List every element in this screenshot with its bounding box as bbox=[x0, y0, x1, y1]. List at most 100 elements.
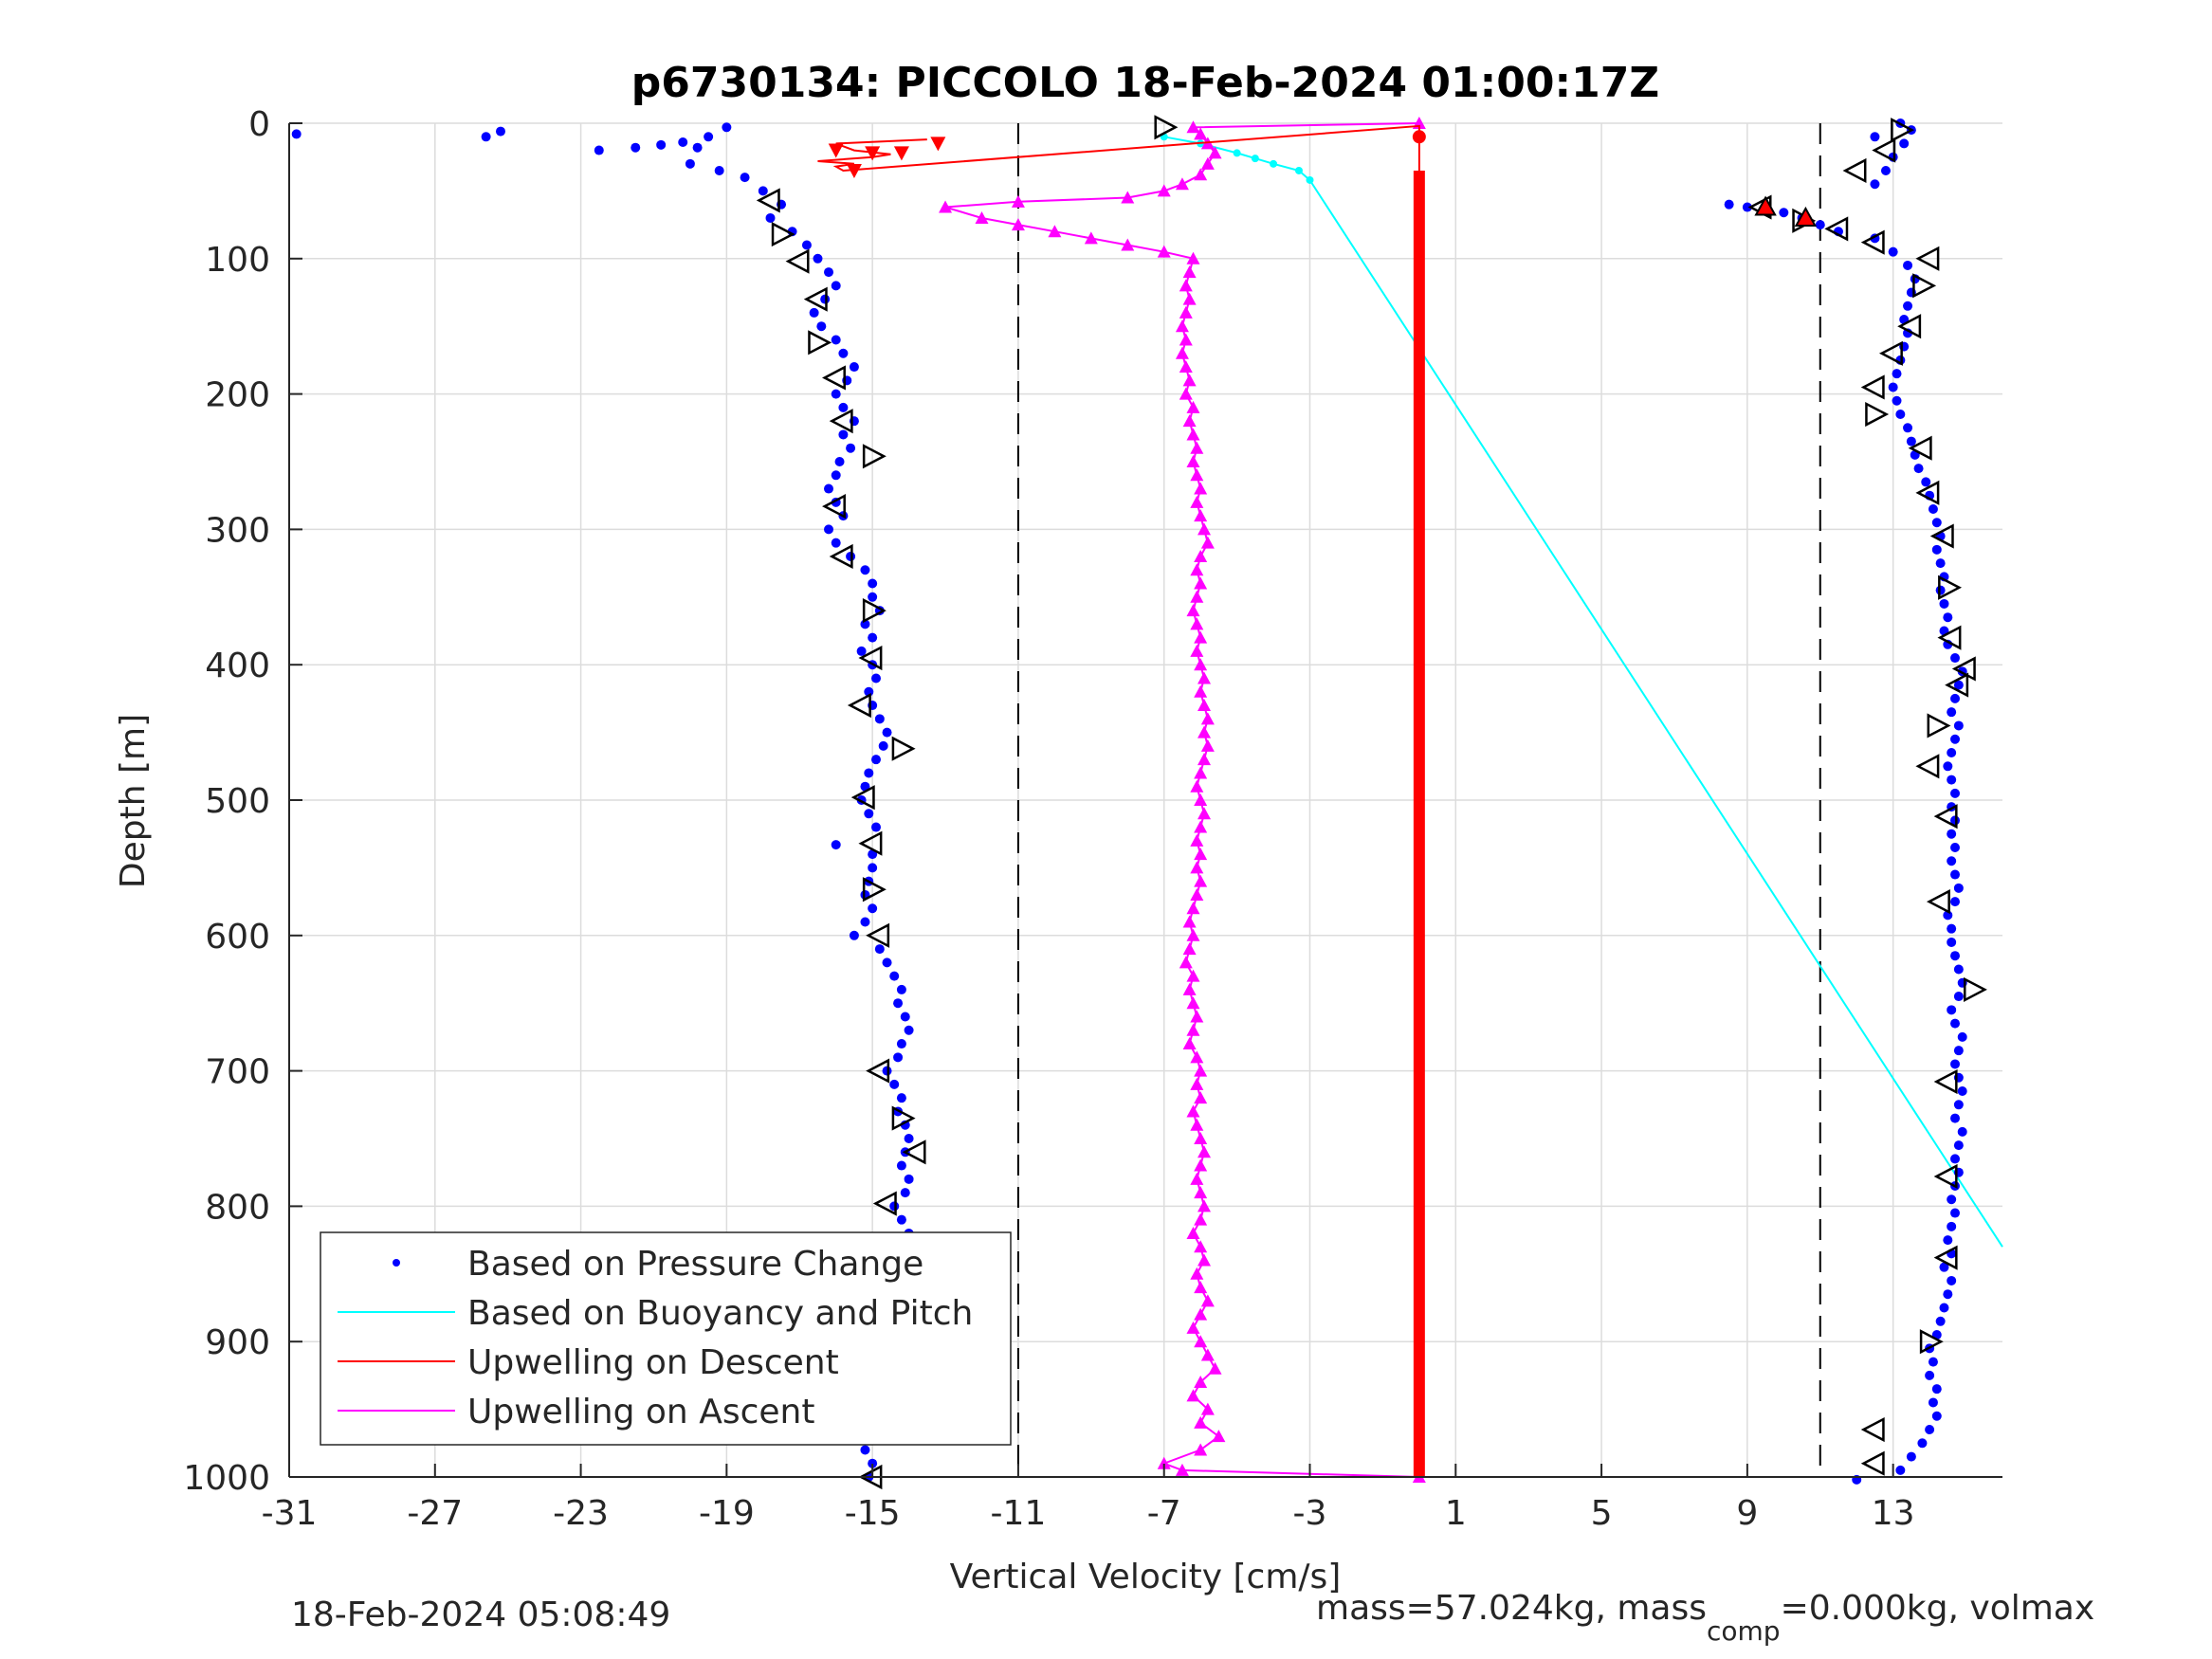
y-axis-label: Depth [m] bbox=[114, 714, 153, 888]
upwelling-ascent-point bbox=[1186, 604, 1200, 617]
upwelling-ascent-point bbox=[1182, 414, 1197, 428]
upwelling-ascent-point bbox=[1197, 1253, 1212, 1267]
upwelling-ascent-point bbox=[1200, 156, 1215, 170]
pressure-point-ascent bbox=[1724, 199, 1734, 210]
upwelling-ascent-point bbox=[1197, 807, 1212, 820]
x-tick-label: 1 bbox=[1445, 1494, 1467, 1533]
upwelling-ascent-point bbox=[1194, 1376, 1208, 1389]
pressure-point-descent bbox=[868, 592, 878, 602]
upwelling-ascent-point bbox=[1182, 374, 1197, 387]
descent-triangle-marker bbox=[822, 365, 846, 391]
legend-label: Based on Buoyancy and Pitch bbox=[467, 1294, 973, 1333]
pressure-point-ascent bbox=[1943, 761, 1953, 772]
pressure-point-ascent bbox=[1950, 1018, 1961, 1029]
upwelling-descent-marker bbox=[893, 146, 909, 161]
chart-title: p6730134: PICCOLO 18-Feb-2024 01:00:17Z bbox=[631, 59, 1659, 107]
pressure-point-ascent bbox=[1947, 1275, 1957, 1285]
pressure-point-descent bbox=[838, 429, 849, 440]
pressure-point-descent bbox=[831, 538, 841, 548]
upwelling-ascent-point bbox=[1194, 1132, 1208, 1144]
pressure-point-ascent bbox=[1931, 518, 1942, 528]
upwelling-ascent-point bbox=[1208, 146, 1222, 159]
pressure-point-descent bbox=[860, 565, 870, 575]
upwelling-ascent-point bbox=[1208, 1361, 1222, 1375]
descent-triangle-marker bbox=[829, 543, 853, 570]
pressure-point-descent bbox=[900, 1012, 910, 1022]
upwelling-ascent-point bbox=[1179, 360, 1193, 374]
upwelling-ascent-point bbox=[1194, 766, 1208, 779]
pressure-point-ascent bbox=[1870, 132, 1880, 142]
upwelling-ascent-point bbox=[1190, 1077, 1204, 1090]
pressure-point-ascent bbox=[1953, 720, 1964, 731]
upwelling-ascent-point bbox=[1186, 1226, 1200, 1239]
y-tick-label: 200 bbox=[205, 376, 270, 415]
pressure-point-ascent bbox=[1947, 829, 1957, 839]
upwelling-ascent-point bbox=[1197, 1145, 1212, 1158]
y-tick-label: 300 bbox=[205, 511, 270, 550]
pressure-point-ascent bbox=[1903, 423, 1913, 433]
pressure-point-descent bbox=[868, 578, 878, 589]
upwelling-ascent-point bbox=[1190, 1010, 1204, 1023]
pressure-point-ascent bbox=[1947, 1005, 1957, 1015]
pressure-point-descent bbox=[864, 809, 874, 819]
pressure-point-ascent bbox=[1903, 260, 1913, 270]
pressure-point-descent bbox=[481, 132, 491, 142]
upwelling-ascent-point bbox=[1182, 265, 1197, 279]
pressure-point-descent bbox=[838, 348, 849, 358]
upwelling-ascent-point bbox=[1194, 168, 1208, 181]
pressure-point-descent bbox=[889, 1079, 900, 1089]
pressure-point-ascent bbox=[1950, 951, 1961, 961]
pressure-point-descent bbox=[878, 740, 888, 751]
pressure-point-ascent bbox=[1939, 598, 1949, 609]
x-tick-label: -19 bbox=[699, 1494, 755, 1533]
upwelling-ascent-point bbox=[1157, 184, 1171, 197]
upwelling-ascent-point bbox=[1194, 1335, 1208, 1348]
pressure-point-ascent bbox=[1947, 1221, 1957, 1231]
pressure-point-ascent bbox=[1950, 869, 1961, 880]
upwelling-descent-column bbox=[1413, 170, 1425, 1478]
pressure-point-descent bbox=[685, 158, 695, 169]
pressure-point-descent bbox=[896, 984, 906, 994]
ascent-triangle-marker bbox=[1908, 435, 1932, 461]
pressure-point-ascent bbox=[1779, 208, 1789, 218]
pressure-point-ascent bbox=[1950, 734, 1961, 744]
pressure-point-descent bbox=[692, 142, 703, 153]
descent-triangle-marker bbox=[866, 1058, 890, 1084]
pressure-point-ascent bbox=[1953, 964, 1964, 975]
y-tick-label: 600 bbox=[205, 918, 270, 957]
footer-timestamp: 18-Feb-2024 05:08:49 bbox=[291, 1595, 670, 1634]
upwelling-ascent-point bbox=[1200, 1402, 1215, 1415]
pressure-point-descent bbox=[834, 457, 845, 466]
x-tick-label: 13 bbox=[1872, 1494, 1915, 1533]
descent-triangle-marker bbox=[862, 598, 887, 624]
pressure-point-ascent bbox=[1935, 585, 1946, 595]
pressure-point-descent bbox=[809, 307, 819, 318]
upwelling-ascent-point bbox=[1175, 1463, 1189, 1476]
pressure-point-descent bbox=[882, 727, 892, 738]
pressure-point-ascent bbox=[1950, 1113, 1961, 1123]
ascent-triangle-marker bbox=[1860, 374, 1885, 400]
pressure-point-ascent bbox=[1931, 1411, 1942, 1421]
ascent-triangle-marker bbox=[1860, 1416, 1885, 1443]
pressure-point-descent bbox=[656, 139, 667, 150]
y-tick-label: 500 bbox=[205, 782, 270, 821]
upwelling-ascent-point bbox=[1182, 1037, 1197, 1050]
upwelling-ascent-point bbox=[1194, 874, 1208, 887]
pressure-point-ascent bbox=[1947, 707, 1957, 718]
upwelling-ascent-point bbox=[1190, 441, 1204, 454]
pressure-point-ascent bbox=[1943, 612, 1953, 623]
ascent-triangle-marker bbox=[1891, 118, 1915, 143]
x-tick-label: 5 bbox=[1591, 1494, 1613, 1533]
pressure-point-descent bbox=[882, 957, 892, 968]
upwelling-ascent-point bbox=[1179, 387, 1193, 400]
x-tick-label: -11 bbox=[991, 1494, 1047, 1533]
pressure-point-descent bbox=[594, 145, 604, 155]
pressure-point-ascent bbox=[1957, 1126, 1967, 1137]
ascent-triangle-marker bbox=[1933, 1163, 1958, 1190]
upwelling-ascent-point bbox=[1197, 671, 1212, 684]
upwelling-ascent-point bbox=[1194, 509, 1208, 522]
upwelling-ascent-point bbox=[1194, 820, 1208, 833]
ascent-triangle-marker bbox=[1842, 157, 1867, 184]
ascent-triangle-marker bbox=[1963, 976, 1987, 1002]
descent-triangle-marker bbox=[785, 248, 810, 274]
